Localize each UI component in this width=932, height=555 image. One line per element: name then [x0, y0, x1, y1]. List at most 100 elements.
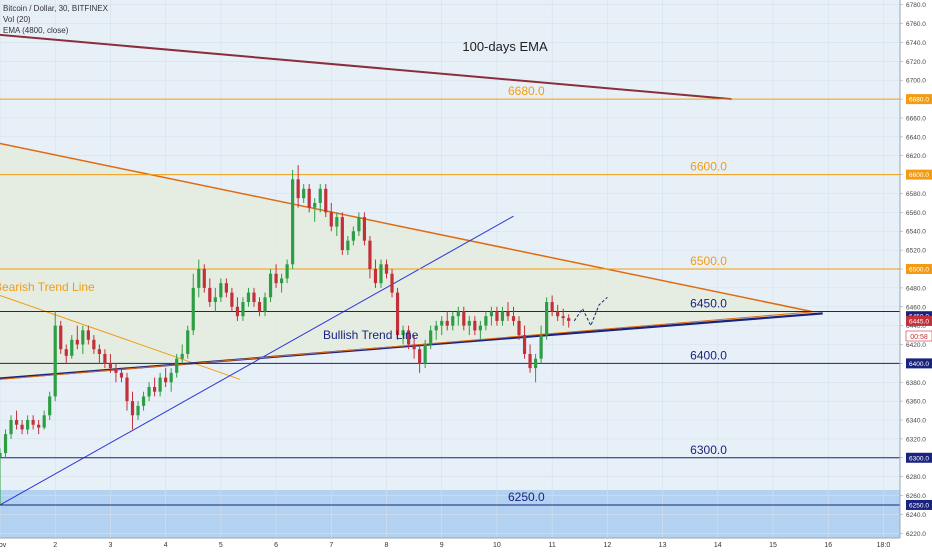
candle-body	[9, 420, 13, 435]
x-tick-label: 6	[274, 542, 278, 549]
y-tick-label: 6740.0	[906, 40, 926, 47]
candle-body	[384, 264, 389, 274]
candle-body	[462, 311, 466, 326]
y-tick-label: 6480.0	[906, 285, 926, 292]
candle-body	[31, 420, 35, 425]
candle-body	[20, 424, 24, 430]
y-tick-label: 6720.0	[906, 59, 926, 66]
candle-body	[307, 188, 311, 208]
ema-annotation: 100-days EMA	[462, 39, 548, 54]
candle-body	[567, 318, 571, 321]
candle-body	[373, 269, 378, 284]
price-badge-label: 6600.0	[909, 172, 929, 179]
bullish-steep-line	[0, 215, 514, 506]
candle-body	[445, 320, 449, 326]
price-badge-label: 6680.0	[909, 97, 929, 104]
time-axis-ticks: Nov 2 3 4 5 6 7 8 9 10 11 12 13 14 15 16 18:0	[0, 542, 890, 549]
candle-body	[545, 302, 549, 336]
candle-body	[37, 424, 41, 428]
y-tick-label: 6700.0	[906, 78, 926, 85]
x-tick-label: 13	[659, 542, 667, 549]
time-axis	[0, 538, 932, 550]
y-tick-label: 6620.0	[906, 153, 926, 160]
candle-body	[451, 316, 455, 326]
horizontal-levels: 6680.0 6600.0 6500.0 6450.0 6400.0 6300.0 6250…	[0, 84, 900, 506]
y-tick-label: 6340.0	[906, 418, 926, 425]
legend-ema[interactable]: EMA (4800, close)	[3, 26, 69, 35]
candle-body	[197, 269, 201, 288]
candle-body	[440, 320, 444, 326]
candle-body	[379, 264, 383, 284]
candle-body	[533, 358, 538, 369]
candle-body	[434, 325, 438, 331]
candle-body	[186, 330, 190, 354]
candle-body	[473, 320, 477, 331]
candle-body	[3, 434, 8, 454]
candle-body	[395, 292, 400, 336]
candle-body	[14, 420, 19, 425]
price-badge	[906, 94, 932, 105]
candle-body	[202, 269, 206, 288]
candle-body	[291, 179, 295, 265]
level-label: 6500.0	[690, 254, 727, 268]
y-tick-label: 6460.0	[906, 304, 926, 311]
candle-body	[130, 401, 135, 416]
bearish-short-line	[0, 294, 241, 380]
y-tick-label: 6560.0	[906, 210, 926, 217]
y-tick-label: 6520.0	[906, 248, 926, 255]
y-tick-label: 6580.0	[906, 191, 926, 198]
y-tick-label: 6260.0	[906, 493, 926, 500]
candle-body	[147, 386, 151, 397]
candle-body	[97, 349, 101, 354]
level-label: 6680.0	[508, 84, 545, 98]
candle-body	[230, 292, 234, 307]
candle-body	[0, 453, 2, 458]
y-tick-label: 6240.0	[906, 512, 926, 519]
bearish-trend-annotation: Bearish Trend Line	[0, 280, 95, 294]
candle-body	[412, 344, 416, 350]
x-tick-label: 10	[493, 542, 501, 549]
candle-body	[119, 372, 124, 378]
y-tick-label: 6780.0	[906, 2, 926, 9]
x-tick-label: 12	[603, 542, 611, 549]
candle-body	[561, 316, 565, 319]
candle-body	[64, 349, 68, 356]
y-tick-label: 6640.0	[906, 134, 926, 141]
candle-body	[219, 283, 223, 298]
candle-body	[75, 339, 79, 345]
candle-body	[263, 297, 267, 312]
bearish-descending-line	[0, 142, 812, 313]
y-tick-label: 6540.0	[906, 229, 926, 236]
price-badge	[906, 499, 932, 510]
level-label: 6450.0	[690, 296, 727, 310]
candle-body	[313, 202, 317, 208]
volume-panel	[0, 490, 900, 538]
candle-body	[235, 306, 240, 317]
candle-body	[70, 339, 74, 356]
level-label: 6600.0	[690, 160, 727, 174]
candle-body	[522, 335, 527, 354]
x-tick-label: 11	[549, 542, 556, 549]
candlesticks	[0, 165, 571, 505]
legend-volume[interactable]: Vol (20)	[3, 15, 31, 24]
candle-body	[164, 377, 168, 383]
candle-body	[346, 240, 350, 251]
legend-symbol[interactable]: Bitcoin / Dollar, 30, BITFINEX	[3, 4, 108, 13]
candle-body	[208, 287, 212, 303]
candle-body	[329, 212, 333, 227]
candle-body	[495, 311, 499, 321]
candle-body	[191, 287, 195, 331]
candle-body	[53, 325, 57, 397]
price-badge-label: 6300.0	[909, 455, 929, 462]
candle-body	[224, 283, 228, 293]
candle-body	[318, 188, 322, 203]
x-tick-label: 3	[108, 542, 112, 549]
candle-body	[103, 353, 107, 364]
x-tick-label: 8	[385, 542, 389, 549]
candle-body	[252, 292, 256, 303]
price-badge	[906, 452, 932, 463]
x-tick-label: 18:0	[877, 542, 891, 549]
candle-body	[274, 273, 278, 284]
